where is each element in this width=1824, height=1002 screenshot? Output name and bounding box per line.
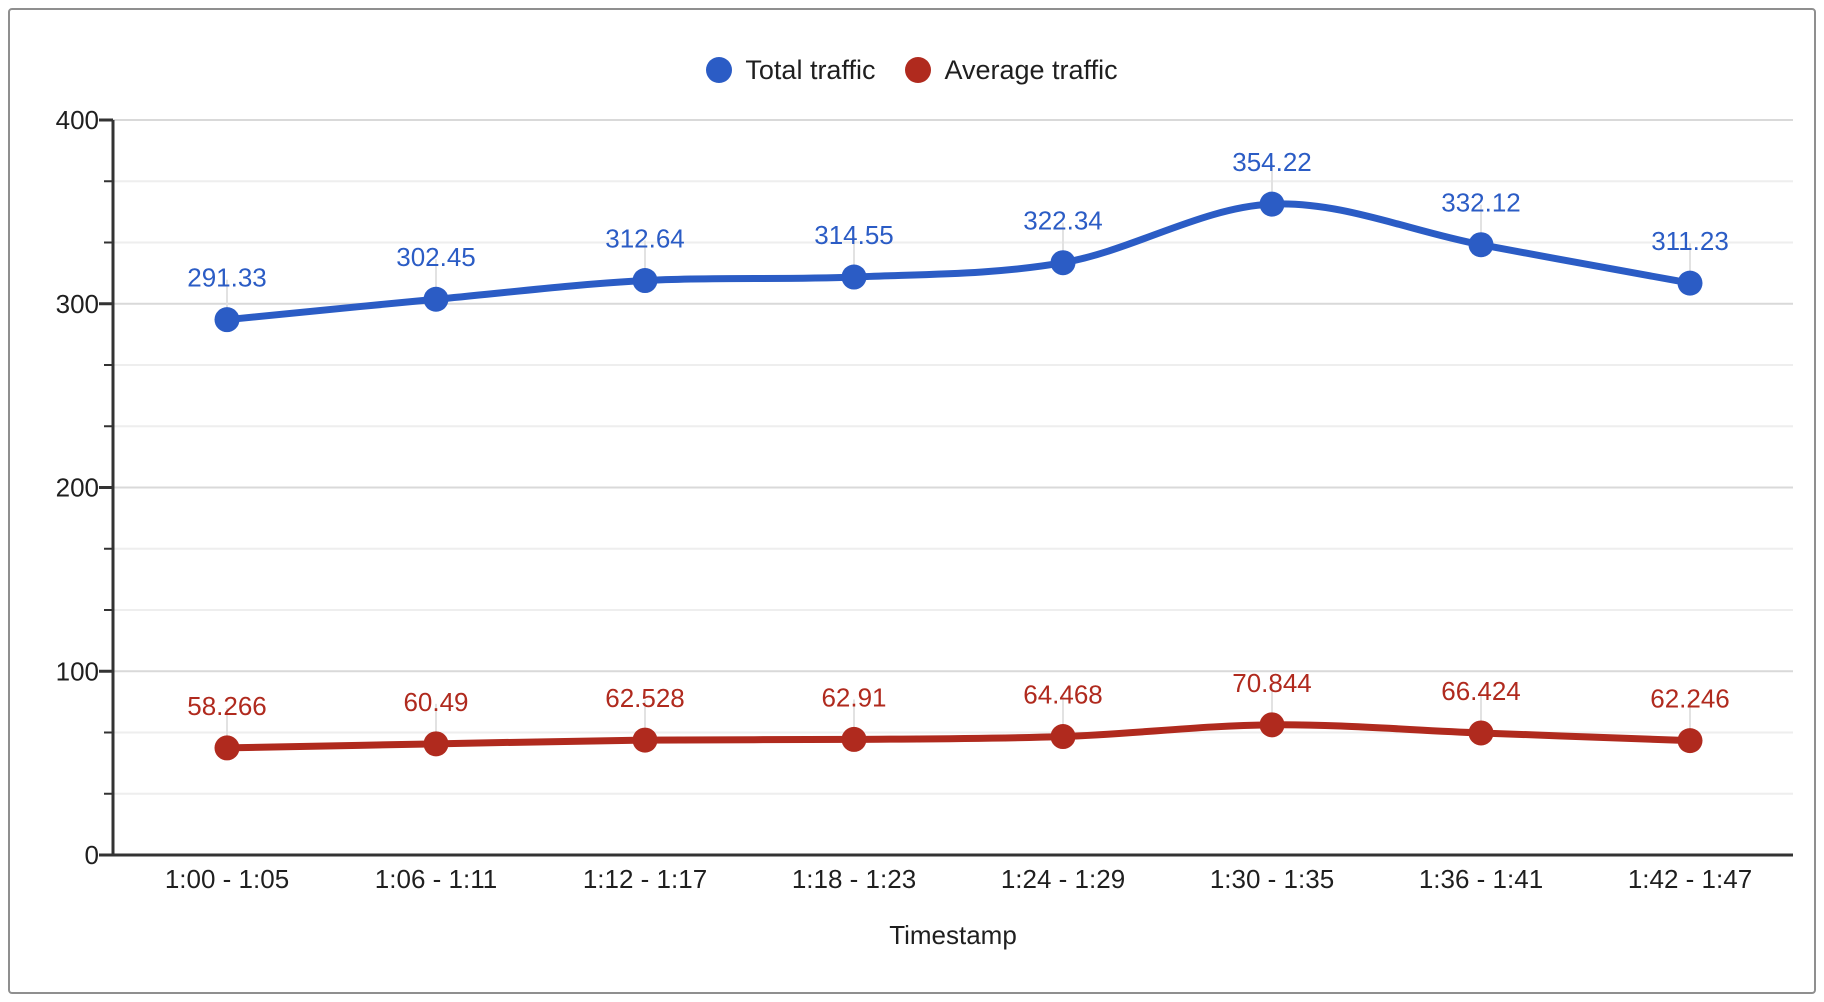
legend-dot-average-traffic-icon — [905, 57, 932, 83]
data-point-label-average-traffic: 62.246 — [1650, 684, 1730, 714]
data-point-label-total-traffic: 332.12 — [1441, 188, 1521, 218]
data-point-label-total-traffic: 302.45 — [396, 242, 476, 272]
series-line-total-traffic — [223, 200, 1694, 324]
data-point-total-traffic[interactable] — [632, 268, 658, 294]
data-point-average-traffic[interactable] — [1050, 724, 1076, 750]
x-axis-tick-label: 1:06 - 1:11 — [375, 864, 497, 894]
data-point-label-average-traffic: 66.424 — [1441, 676, 1521, 706]
data-point-average-traffic[interactable] — [1468, 720, 1494, 746]
data-point-total-traffic[interactable] — [1677, 270, 1703, 296]
data-point-label-average-traffic: 62.528 — [605, 683, 685, 713]
data-point-label-total-traffic: 291.33 — [187, 263, 267, 293]
y-axis-tick-label: 0 — [85, 840, 99, 870]
data-point-average-traffic[interactable] — [1677, 728, 1703, 754]
x-axis-tick-label: 1:42 - 1:47 — [1628, 864, 1752, 894]
data-point-label-average-traffic: 62.91 — [821, 682, 886, 712]
x-axis-tick-label: 1:12 - 1:17 — [583, 864, 707, 894]
x-axis-tick-label: 1:36 - 1:41 — [1419, 864, 1543, 894]
x-axis-tick-label: 1:00 - 1:05 — [165, 864, 289, 894]
legend-label-average-traffic: Average traffic — [944, 54, 1118, 85]
y-axis-tick-label: 300 — [56, 289, 99, 319]
data-point-average-traffic[interactable] — [1259, 712, 1285, 738]
data-point-total-traffic[interactable] — [214, 307, 240, 333]
data-point-label-average-traffic: 58.266 — [187, 691, 267, 721]
y-axis-tick-label: 400 — [56, 105, 99, 135]
y-axis-tick-label: 200 — [56, 473, 99, 503]
x-axis-tick-label: 1:18 - 1:23 — [792, 864, 916, 894]
data-point-label-total-traffic: 311.23 — [1651, 226, 1729, 256]
x-axis-tick-label: 1:24 - 1:29 — [1001, 864, 1125, 894]
data-point-label-average-traffic: 64.468 — [1023, 680, 1103, 710]
data-point-label-average-traffic: 60.49 — [403, 687, 468, 717]
data-point-total-traffic[interactable] — [841, 264, 867, 290]
data-point-average-traffic[interactable] — [214, 735, 240, 761]
chart-legend: Total traffic Average traffic — [0, 44, 1824, 96]
x-axis-tick-label: 1:30 - 1:35 — [1210, 864, 1334, 894]
y-axis-tick-label: 100 — [56, 656, 99, 686]
data-point-label-average-traffic: 70.844 — [1232, 668, 1312, 698]
data-point-total-traffic[interactable] — [1468, 232, 1494, 258]
x-axis-title: Timestamp — [889, 920, 1017, 950]
legend-item-total-traffic[interactable]: Total traffic — [706, 55, 875, 86]
data-point-label-total-traffic: 322.34 — [1023, 206, 1103, 236]
series-line-average-traffic — [223, 721, 1694, 752]
legend-label-total-traffic: Total traffic — [745, 54, 876, 85]
data-point-label-total-traffic: 312.64 — [605, 224, 685, 254]
legend-item-average-traffic[interactable]: Average traffic — [905, 54, 1118, 86]
legend-dot-total-traffic-icon — [706, 57, 733, 83]
data-point-average-traffic[interactable] — [423, 731, 449, 757]
data-point-average-traffic[interactable] — [632, 727, 658, 753]
data-point-total-traffic[interactable] — [423, 286, 449, 312]
data-point-label-total-traffic: 314.55 — [814, 220, 894, 250]
data-point-average-traffic[interactable] — [841, 726, 867, 752]
data-point-total-traffic[interactable] — [1050, 250, 1076, 276]
data-point-label-total-traffic: 354.22 — [1232, 147, 1312, 177]
data-point-total-traffic[interactable] — [1259, 191, 1285, 217]
